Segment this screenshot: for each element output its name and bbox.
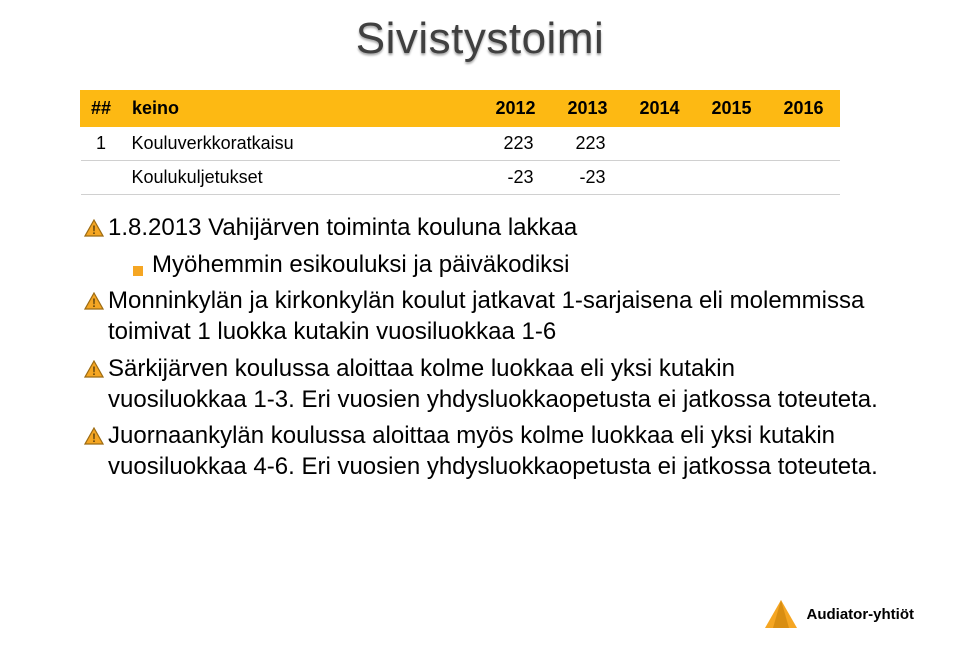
list-item: ! Särkijärven koulussa aloittaa kolme lu… [80,354,880,415]
cell-label: Kouluverkkoratkaisu [122,127,480,161]
col-2016: 2016 [768,91,840,127]
cell-label: Koulukuljetukset [122,161,480,195]
col-2013: 2013 [552,91,624,127]
table-row: Koulukuljetukset -23 -23 [81,161,840,195]
bullet-text: 1.8.2013 Vahijärven toiminta kouluna lak… [108,213,880,244]
col-2014: 2014 [624,91,696,127]
brand-logo: Audiator-yhtiöt [763,598,914,630]
bullet-text: Myöhemmin esikouluksi ja päiväkodiksi [152,250,880,281]
list-item: ! Juornaankylän koulussa aloittaa myös k… [80,421,880,482]
page-title: Sivistystoimi [0,14,960,64]
cell-2014 [624,127,696,161]
cell-2016 [768,161,840,195]
col-keino: keino [122,91,480,127]
svg-text:!: ! [92,223,96,237]
triangle-icon: ! [80,213,108,237]
col-2012: 2012 [480,91,552,127]
data-table: ## keino 2012 2013 2014 2015 2016 1 Koul… [80,90,840,195]
logo-text: Audiator-yhtiöt [807,606,914,623]
triangle-icon: ! [80,421,108,445]
triangle-icon: ! [80,354,108,378]
cell-2015 [696,127,768,161]
cell-2015 [696,161,768,195]
content-area: ## keino 2012 2013 2014 2015 2016 1 Koul… [80,90,880,489]
svg-text:!: ! [92,431,96,445]
cell-2013: 223 [552,127,624,161]
bullet-text: Särkijärven koulussa aloittaa kolme luok… [108,354,880,415]
list-item: ! Monninkylän ja kirkonkylän koulut jatk… [80,286,880,347]
cell-2012: 223 [480,127,552,161]
square-icon [124,250,152,276]
cell-2016 [768,127,840,161]
svg-text:!: ! [92,364,96,378]
table-row: 1 Kouluverkkoratkaisu 223 223 [81,127,840,161]
bullet-text: Monninkylän ja kirkonkylän koulut jatkav… [108,286,880,347]
svg-text:!: ! [92,296,96,310]
cell-num: 1 [81,127,122,161]
logo-icon [763,598,799,630]
cell-2013: -23 [552,161,624,195]
table-header-row: ## keino 2012 2013 2014 2015 2016 [81,91,840,127]
bullet-text: Juornaankylän koulussa aloittaa myös kol… [108,421,880,482]
col-2015: 2015 [696,91,768,127]
triangle-icon: ! [80,286,108,310]
cell-num [81,161,122,195]
bullet-list: ! 1.8.2013 Vahijärven toiminta kouluna l… [80,213,880,483]
cell-2012: -23 [480,161,552,195]
list-item: Myöhemmin esikouluksi ja päiväkodiksi [124,250,880,281]
list-item: ! 1.8.2013 Vahijärven toiminta kouluna l… [80,213,880,244]
col-num: ## [81,91,122,127]
cell-2014 [624,161,696,195]
